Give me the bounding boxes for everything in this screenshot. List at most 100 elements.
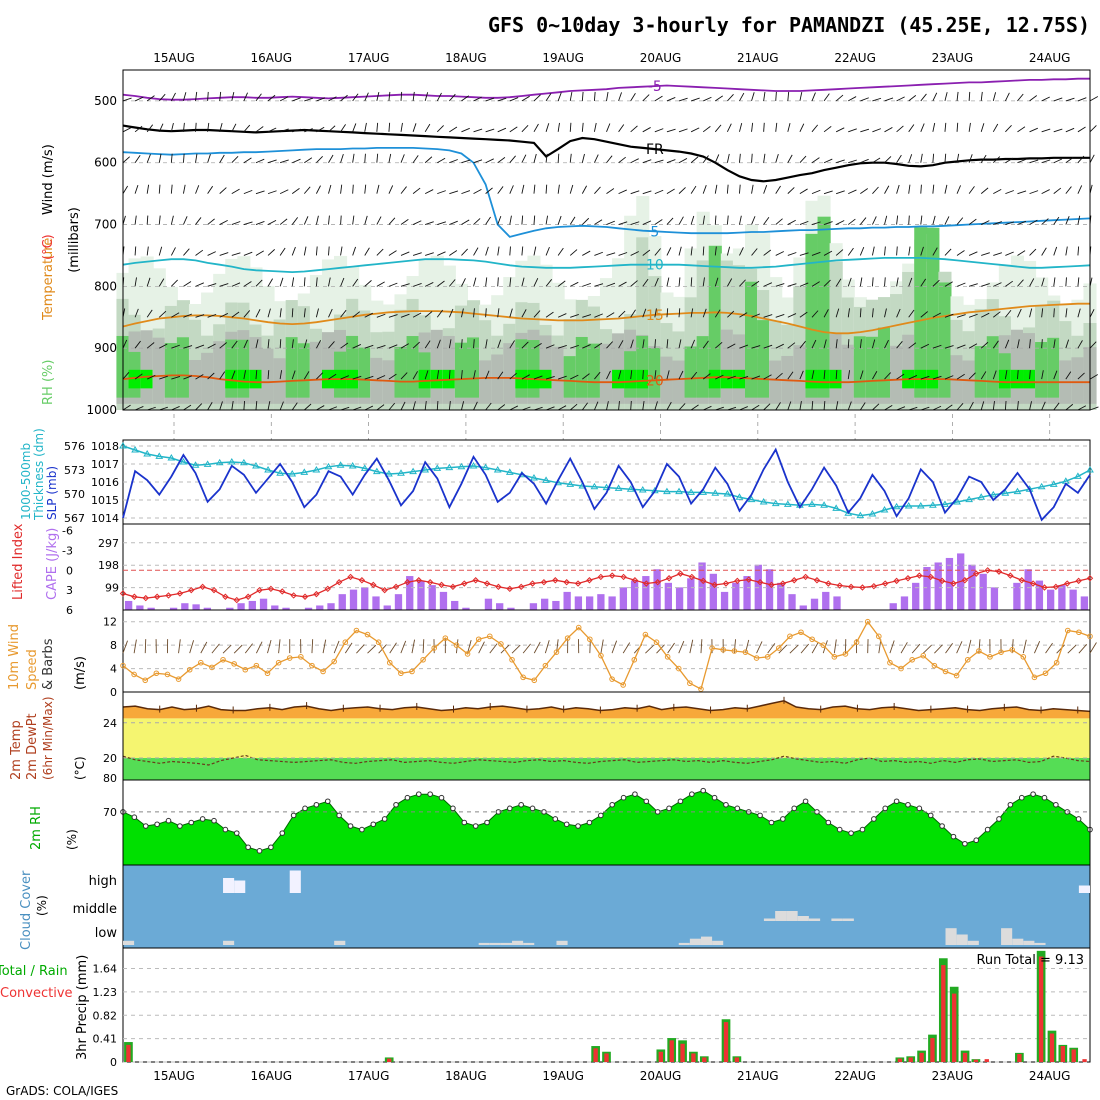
wind-barb [134, 340, 141, 349]
upper-air-frame [122, 69, 1091, 411]
wind-barb [642, 401, 645, 411]
lifted-marker [859, 584, 866, 591]
wind-barb [122, 127, 132, 133]
wind-barb [884, 308, 887, 318]
cape-bar [327, 603, 335, 610]
wind-barb [726, 153, 730, 163]
thickness-marker [239, 458, 248, 466]
wind-speed-marker [1009, 647, 1015, 653]
wind-barb [171, 344, 180, 349]
cape-bar [833, 596, 841, 610]
wind-speed-marker [831, 654, 838, 660]
wind-barb [606, 341, 613, 349]
wind-barb [787, 283, 797, 287]
wind-barb [956, 250, 965, 256]
rh-marker [700, 787, 707, 794]
wind-barb-10m [544, 640, 550, 654]
thickness-marker [820, 501, 828, 508]
wind-speed-marker [1087, 633, 1093, 640]
lifted-marker [768, 581, 775, 589]
precip-conv-bar [930, 1038, 935, 1062]
wind-barb [364, 405, 374, 411]
lifted-marker [1064, 580, 1071, 587]
wind-barb [1065, 127, 1075, 133]
wind-speed-marker [386, 659, 393, 666]
wind-barb [847, 401, 852, 411]
wind-barb [775, 218, 783, 225]
wind-barb [461, 190, 471, 195]
wind-barb [739, 184, 741, 194]
wind-barb-10m [278, 639, 281, 654]
wind-barb [630, 190, 640, 195]
rh-marker [450, 805, 456, 812]
wind-barb [799, 370, 804, 380]
wind-barb-10m [900, 642, 908, 654]
wind-barb [823, 400, 826, 411]
thickness-marker [723, 490, 732, 497]
dewpt-line [122, 754, 1091, 766]
rh-marker [529, 805, 536, 812]
wind-barb [388, 153, 392, 163]
wind-barb [376, 281, 385, 287]
wind-barb [521, 374, 530, 380]
wind-barb [448, 370, 451, 380]
upper-air-ylabel: RH (%)Temperature(°C)Wind (m/s) [41, 144, 56, 405]
wind-barb [521, 309, 527, 318]
wind-barb [182, 184, 186, 194]
lifted-marker [927, 573, 934, 581]
wind-barb [835, 249, 844, 256]
wind-barb [968, 91, 971, 101]
wind-barb [702, 246, 705, 256]
wind-barb [799, 92, 803, 102]
lifted-marker [586, 577, 593, 584]
wind-barb [485, 370, 490, 380]
wind-barb [473, 96, 482, 102]
cloud-bar-low [123, 940, 135, 945]
wind-barb [304, 128, 313, 133]
wind-barb [340, 215, 342, 225]
wind-barb [316, 340, 322, 349]
thickness-marker [892, 502, 901, 510]
wind-barb [944, 216, 950, 225]
wind-speed-marker [620, 682, 626, 688]
wind-barb [473, 128, 483, 133]
rh-shade-green [877, 327, 892, 398]
rh-marker [1053, 801, 1059, 808]
wind-barb [364, 312, 373, 318]
thickness-marker [977, 493, 986, 500]
wind-barb [219, 123, 223, 132]
wind-barb [1005, 124, 1012, 133]
wind-barb [388, 250, 397, 256]
wind-barb [593, 91, 596, 101]
wind-speed-marker [153, 670, 160, 677]
cloud-bar-low [967, 940, 979, 945]
wind-barb [582, 314, 592, 318]
wind-barb [376, 153, 379, 163]
wind-barb [461, 219, 470, 225]
wind-barb-10m [1011, 639, 1014, 654]
wind-speed-marker [653, 639, 660, 646]
wind-barb [509, 308, 513, 318]
upper-air-ylabel2: (millibars) [67, 207, 82, 273]
rh-shade-grey [491, 354, 505, 404]
wind-barb [485, 97, 495, 102]
wind-barb [678, 187, 686, 194]
wind-barb-10m [344, 642, 353, 654]
wind-barb [569, 153, 572, 163]
wind-barb [364, 92, 369, 102]
wind-barb [727, 375, 737, 380]
wind-barb [993, 188, 1002, 195]
wind-barb [316, 372, 324, 380]
wind-barb [569, 91, 573, 101]
rh-marker [893, 798, 900, 805]
wind-barb [146, 124, 154, 133]
lifted-marker [938, 577, 946, 585]
wind-barb [1029, 339, 1031, 349]
wind-barb [292, 128, 301, 133]
cape-bar [574, 596, 583, 610]
wind-barb [581, 122, 584, 132]
rh-marker [802, 798, 809, 805]
wind-barb [1089, 96, 1099, 102]
lifted-marker [233, 596, 240, 604]
